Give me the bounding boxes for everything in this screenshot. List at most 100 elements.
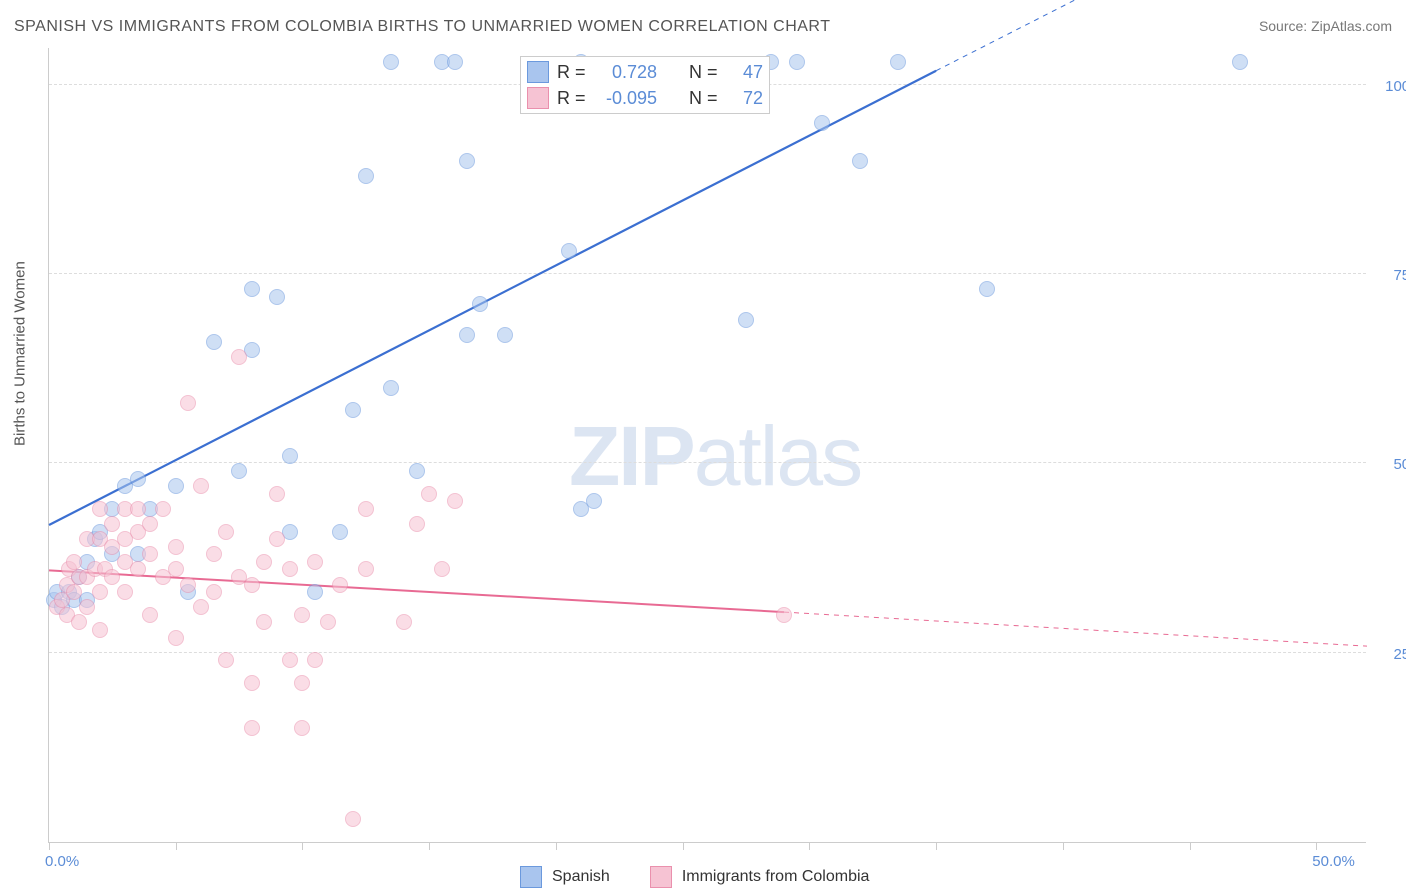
data-point <box>168 478 184 494</box>
data-point <box>776 607 792 623</box>
watermark: ZIPatlas <box>569 408 861 505</box>
data-point <box>117 584 133 600</box>
data-point <box>789 54 805 70</box>
x-tick <box>556 842 557 850</box>
y-axis-label: Births to Unmarried Women <box>12 261 29 446</box>
data-point <box>155 501 171 517</box>
data-point <box>71 614 87 630</box>
stat-n-label: N = <box>689 88 719 109</box>
trend-line-dashed <box>784 612 1367 646</box>
data-point <box>332 524 348 540</box>
data-point <box>472 296 488 312</box>
x-tick <box>1316 842 1317 850</box>
data-point <box>358 168 374 184</box>
data-point <box>294 675 310 691</box>
plot-area: ZIPatlas 25.0%50.0%75.0%100.0%0.0%50.0% <box>48 48 1366 843</box>
data-point <box>168 539 184 555</box>
data-point <box>586 493 602 509</box>
data-point <box>269 531 285 547</box>
data-point <box>180 577 196 593</box>
data-point <box>66 554 82 570</box>
legend-label-colombia: Immigrants from Colombia <box>682 868 870 886</box>
y-tick-label: 25.0% <box>1376 646 1406 663</box>
data-point <box>358 501 374 517</box>
source-attribution: Source: ZipAtlas.com <box>1259 18 1392 34</box>
chart-title: SPANISH VS IMMIGRANTS FROM COLOMBIA BIRT… <box>14 18 830 36</box>
trend-line-solid <box>49 71 936 525</box>
data-point <box>307 584 323 600</box>
stat-r-label: R = <box>557 88 587 109</box>
data-point <box>738 312 754 328</box>
data-point <box>447 54 463 70</box>
data-point <box>142 516 158 532</box>
grid-line <box>49 273 1366 274</box>
grid-line <box>49 462 1366 463</box>
y-tick-label: 75.0% <box>1376 267 1406 284</box>
data-point <box>92 501 108 517</box>
data-point <box>92 622 108 638</box>
data-point <box>332 577 348 593</box>
data-point <box>383 54 399 70</box>
legend-swatch-colombia <box>650 866 672 888</box>
data-point <box>66 584 82 600</box>
data-point <box>345 811 361 827</box>
data-point <box>396 614 412 630</box>
data-point <box>244 577 260 593</box>
grid-line <box>49 652 1366 653</box>
x-tick-label: 0.0% <box>45 853 79 870</box>
data-point <box>282 561 298 577</box>
correlation-stats-box: R = 0.728 N = 47R = -0.095 N = 72 <box>520 56 770 114</box>
data-point <box>130 561 146 577</box>
data-point <box>231 463 247 479</box>
data-point <box>1232 54 1248 70</box>
x-tick <box>683 842 684 850</box>
x-tick <box>302 842 303 850</box>
x-tick <box>936 842 937 850</box>
data-point <box>459 153 475 169</box>
data-point <box>409 516 425 532</box>
data-point <box>231 349 247 365</box>
data-point <box>142 546 158 562</box>
data-point <box>409 463 425 479</box>
data-point <box>193 599 209 615</box>
data-point <box>979 281 995 297</box>
data-point <box>345 402 361 418</box>
data-point <box>307 554 323 570</box>
data-point <box>269 289 285 305</box>
stats-row: R =0.728N =47 <box>527 59 763 85</box>
chart-container: SPANISH VS IMMIGRANTS FROM COLOMBIA BIRT… <box>0 0 1406 892</box>
data-point <box>180 395 196 411</box>
data-point <box>561 243 577 259</box>
stat-r-value: -0.095 <box>595 88 657 109</box>
data-point <box>459 327 475 343</box>
stat-n-label: N = <box>689 62 719 83</box>
data-point <box>142 607 158 623</box>
data-point <box>206 546 222 562</box>
data-point <box>814 115 830 131</box>
data-point <box>294 607 310 623</box>
data-point <box>218 652 234 668</box>
data-point <box>383 380 399 396</box>
stats-swatch <box>527 61 549 83</box>
stat-r-value: 0.728 <box>595 62 657 83</box>
stats-row: R = -0.095 N = 72 <box>527 85 763 111</box>
data-point <box>294 720 310 736</box>
data-point <box>92 584 108 600</box>
legend-swatch-spanish <box>520 866 542 888</box>
data-point <box>104 569 120 585</box>
watermark-atlas: atlas <box>694 409 861 503</box>
y-tick-label: 50.0% <box>1376 456 1406 473</box>
x-tick <box>1190 842 1191 850</box>
data-point <box>130 501 146 517</box>
data-point <box>244 675 260 691</box>
data-point <box>256 554 272 570</box>
data-point <box>282 652 298 668</box>
data-point <box>79 599 95 615</box>
x-tick <box>429 842 430 850</box>
trend-line-dashed <box>936 0 1367 71</box>
legend-bottom: Spanish Immigrants from Colombia <box>520 866 869 888</box>
data-point <box>168 561 184 577</box>
data-point <box>852 153 868 169</box>
stat-n-value: 72 <box>727 88 763 109</box>
stat-n-value: 47 <box>727 62 763 83</box>
